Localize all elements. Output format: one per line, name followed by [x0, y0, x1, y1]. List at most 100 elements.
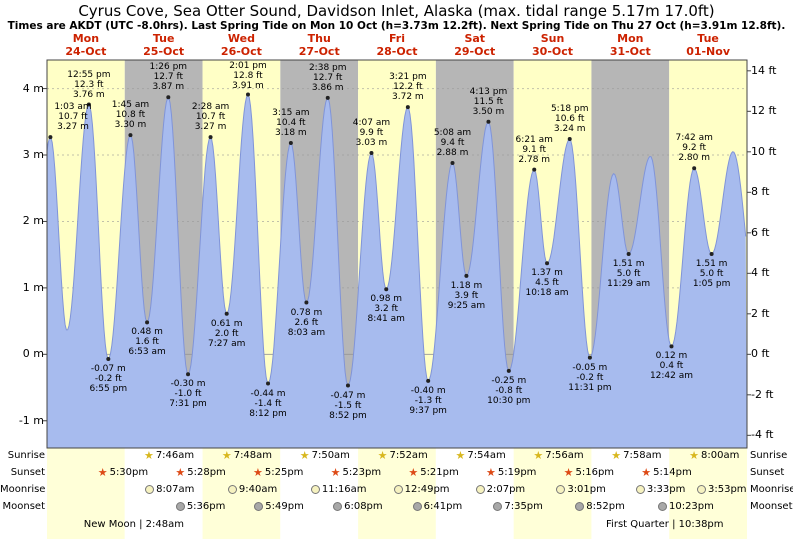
- moonrise-time: 9:40am: [238, 484, 278, 495]
- sunrise-entry: ★ 8:00am: [689, 448, 739, 462]
- moonset-time: 6:41pm: [423, 501, 463, 512]
- high-tide-label: 2:01 pm 12.8 ft 3.91 m: [229, 61, 267, 91]
- meters-tick-label: 1 m: [22, 280, 44, 294]
- high-tide-label: 4:13 pm 11.5 ft 3.50 m: [470, 87, 508, 117]
- moonrise-moon-icon: [556, 485, 566, 494]
- moonset-time: 10:23pm: [668, 501, 714, 512]
- high-tide-label: 1:03 am 10.7 ft 3.27 m: [54, 102, 91, 132]
- tide-area: [47, 94, 747, 448]
- tide-label-line: 5:08 am: [433, 127, 472, 138]
- moonset-moon-icon: [657, 502, 667, 511]
- sunset-entry: ★ 5:19pm: [486, 465, 537, 479]
- tide-label-line: 2.80 m: [678, 153, 711, 164]
- tide-label-line: 8:12 pm: [249, 408, 287, 419]
- moonset-entry: 5:36pm: [175, 501, 225, 512]
- tide-label-line: 3.24 m: [553, 124, 586, 135]
- tide-label-line: 1.51 m: [695, 259, 728, 269]
- tide-label-line: 8:41 am: [367, 314, 405, 325]
- tide-label-line: 1:05 pm: [692, 279, 731, 289]
- tide-label-line: -1.5 ft: [334, 400, 362, 411]
- moonset-time: 7:35pm: [504, 501, 543, 512]
- meters-tick-label: -1 m: [18, 413, 44, 427]
- moonset-row-label: Moonset: [2, 501, 46, 512]
- tide-label-line: 0.12 m: [655, 351, 688, 362]
- moonset-moon-icon: [493, 502, 503, 511]
- low-tide-label: 0.78 m 2.6 ft 8:03 am: [288, 308, 325, 338]
- tide-label-line: 2:28 am: [191, 102, 230, 113]
- sunset-row-label: Sunset: [750, 467, 785, 478]
- day-name: Tue: [152, 32, 175, 45]
- day-name: Sat: [464, 32, 486, 45]
- strip-band: [435, 448, 514, 539]
- sunrise-star-icon: ★: [611, 448, 622, 462]
- day-date: 01-Nov: [686, 45, 730, 58]
- high-tide-marker: [486, 119, 491, 124]
- high-tide-label: 6:21 am 9.1 ft 2.78 m: [516, 135, 553, 165]
- low-tide-label: 0.98 m 3.2 ft 8:41 am: [368, 294, 405, 324]
- tide-label-line: 4:13 pm: [469, 86, 508, 97]
- day-header: Wed 26-Oct: [203, 32, 281, 58]
- tide-label-line: -0.2 ft: [576, 372, 604, 383]
- sunrise-time: 7:48am: [233, 450, 273, 461]
- high-tide-marker: [369, 151, 374, 156]
- tide-label-line: 10.8 ft: [115, 110, 146, 121]
- tide-label-line: 9.1 ft: [522, 144, 547, 155]
- low-tide-label: 0.12 m 0.4 ft 12:42 am: [650, 351, 693, 381]
- sunset-time: 5:21pm: [420, 467, 459, 478]
- low-tide-marker: [426, 378, 431, 383]
- tide-label-line: 2.78 m: [518, 154, 551, 165]
- sunset-star-icon: ★: [486, 465, 496, 479]
- high-tide-label: 2:28 am 10.7 ft 3.27 m: [192, 102, 229, 132]
- day-header: Tue 01-Nov: [669, 32, 747, 58]
- high-tide-marker: [128, 133, 133, 138]
- moonset-moon-icon: [412, 502, 422, 511]
- tide-label-line: 7:31 pm: [169, 399, 207, 410]
- sunrise-entry: ★ 7:54am: [455, 450, 506, 462]
- sunset-star-icon: ★: [175, 465, 186, 479]
- strip-band: [669, 448, 747, 539]
- sunset-star-icon: ★: [408, 465, 419, 479]
- tide-label-line: 10.6 ft: [554, 114, 585, 125]
- tide-label-line: 9.2 ft: [682, 143, 707, 154]
- sunset-entry: ★ 5:21pm: [408, 465, 459, 479]
- tide-label-line: -0.8 ft: [495, 385, 523, 396]
- high-tide-label: 4:07 am 9.9 ft 3.03 m: [353, 118, 390, 148]
- day-name: Wed: [227, 32, 255, 45]
- tide-label-line: 11:31 pm: [568, 382, 612, 393]
- tide-label-line: 3:15 am: [272, 108, 310, 119]
- tide-label-line: 9:25 am: [447, 300, 486, 311]
- high-tide-marker: [208, 135, 213, 140]
- sunset-entry: ★ 5:25pm: [253, 467, 303, 479]
- tide-label-line: -1.3 ft: [414, 395, 442, 406]
- high-tide-marker: [245, 92, 250, 97]
- moonrise-entry: 3:33pm: [635, 484, 685, 495]
- high-tide-marker: [48, 135, 53, 140]
- low-tide-marker: [506, 368, 511, 373]
- tide-label-line: 0.4 ft: [659, 361, 684, 372]
- day-header: Thu 27-Oct: [280, 32, 358, 58]
- day-date: 30-Oct: [532, 45, 574, 58]
- day-date: 31-Oct: [609, 45, 651, 58]
- moonrise-entry: 2:07pm: [475, 484, 525, 495]
- sunset-time: 5:19pm: [497, 467, 537, 478]
- meters-tick-label: 0 m: [22, 347, 44, 361]
- moonset-entry: 6:08pm: [333, 501, 383, 512]
- tide-label-line: 2:01 pm: [229, 61, 267, 71]
- sunrise-star-icon: ★: [689, 448, 700, 462]
- sunset-time: 5:28pm: [187, 467, 226, 478]
- tide-label-line: 2.6 ft: [294, 317, 319, 328]
- low-tide-marker: [587, 355, 592, 360]
- day-name: Mon: [72, 32, 100, 45]
- high-tide-label: 1:45 am 10.8 ft 3.30 m: [112, 100, 149, 130]
- feet-tick-label: 12 ft: [751, 104, 777, 118]
- tide-label-line: -1.4 ft: [254, 398, 282, 409]
- moonrise-moon-icon: [635, 485, 645, 494]
- tide-label-line: -0.47 m: [330, 390, 366, 401]
- sunrise-entry: ★ 7:48am: [222, 450, 273, 462]
- meters-tick-label: 4 m: [22, 81, 44, 95]
- high-tide-marker: [532, 167, 537, 172]
- moonrise-moon-icon: [393, 485, 403, 494]
- low-tide-marker: [106, 356, 111, 361]
- sunrise-time: 7:54am: [467, 450, 506, 461]
- tide-label-line: 10:18 am: [525, 288, 569, 299]
